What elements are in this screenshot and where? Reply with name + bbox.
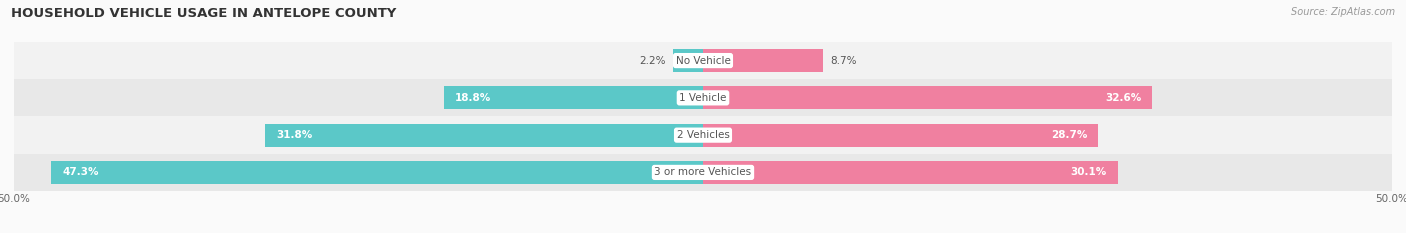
Text: 2 Vehicles: 2 Vehicles (676, 130, 730, 140)
Text: 31.8%: 31.8% (276, 130, 312, 140)
Text: 32.6%: 32.6% (1105, 93, 1142, 103)
Bar (14, 154, 1392, 191)
Bar (703, 49, 823, 72)
Text: 30.1%: 30.1% (1070, 168, 1107, 177)
Bar (14, 42, 1392, 79)
Text: 18.8%: 18.8% (456, 93, 491, 103)
Bar (703, 86, 1152, 110)
Bar (444, 86, 703, 110)
Bar (703, 123, 1098, 147)
Bar (14, 116, 1392, 154)
Bar (672, 49, 703, 72)
Text: HOUSEHOLD VEHICLE USAGE IN ANTELOPE COUNTY: HOUSEHOLD VEHICLE USAGE IN ANTELOPE COUN… (11, 7, 396, 20)
Text: Source: ZipAtlas.com: Source: ZipAtlas.com (1291, 7, 1395, 17)
Text: 2.2%: 2.2% (640, 56, 666, 65)
Text: 28.7%: 28.7% (1052, 130, 1087, 140)
Text: 3 or more Vehicles: 3 or more Vehicles (654, 168, 752, 177)
Bar (703, 161, 1118, 184)
Text: 8.7%: 8.7% (830, 56, 856, 65)
Text: 47.3%: 47.3% (62, 168, 98, 177)
Bar (51, 161, 703, 184)
Bar (264, 123, 703, 147)
Bar (14, 79, 1392, 116)
Text: 1 Vehicle: 1 Vehicle (679, 93, 727, 103)
Text: No Vehicle: No Vehicle (675, 56, 731, 65)
